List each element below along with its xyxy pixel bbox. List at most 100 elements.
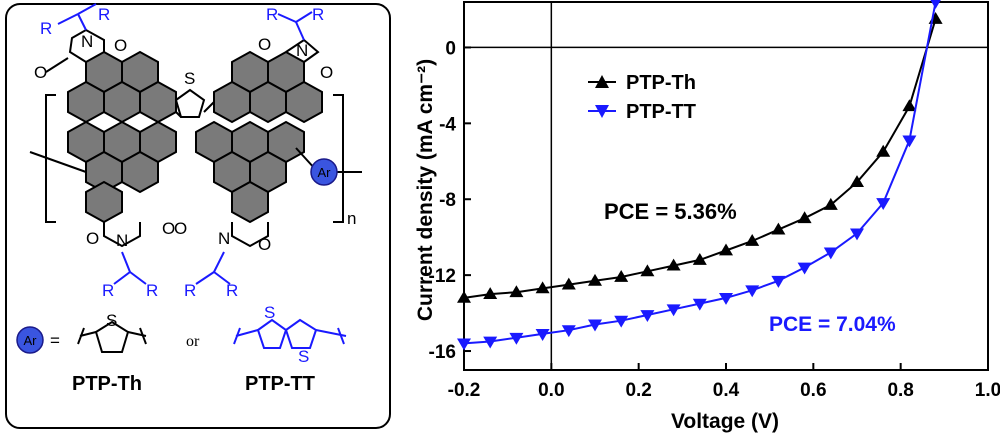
legend: PTP-Th PTP-TT xyxy=(588,72,696,123)
jv-chart: 0 -4 -8 -12 -16 -0.2 0.0 0.2 0.4 0.6 0.8 1.0 Curre… xyxy=(414,0,1000,433)
data-point-ptp-th xyxy=(745,233,760,246)
thienothiophene-unit xyxy=(233,318,347,349)
data-point-ptp-th xyxy=(850,175,864,188)
svg-text:R: R xyxy=(184,281,196,300)
svg-text:R: R xyxy=(102,281,114,300)
thiophene-unit xyxy=(77,320,147,353)
pce-annotation-ptp-tt: PCE = 7.04% xyxy=(769,313,896,336)
y-tick-label: 0 xyxy=(445,38,456,59)
y-tick-label: -12 xyxy=(429,266,456,287)
y-tick-label: -8 xyxy=(439,190,456,211)
imide-bottom-right: N O O R R xyxy=(174,219,271,300)
svg-text:R: R xyxy=(266,5,278,24)
data-point-ptp-tt xyxy=(457,338,471,351)
thiophene-sulfur: S xyxy=(184,69,195,88)
x-tick-label: 0.2 xyxy=(625,380,651,401)
central-thiophene: S xyxy=(174,69,215,118)
svg-text:O: O xyxy=(174,219,187,238)
data-point-ptp-th xyxy=(666,258,681,271)
x-tick-label: 0.4 xyxy=(713,380,740,401)
svg-text:O: O xyxy=(34,63,47,82)
data-point-ptp-th xyxy=(902,99,917,112)
data-point-ptp-th xyxy=(640,264,655,277)
data-point-ptp-th xyxy=(588,273,602,286)
name-ptp-tt: PTP-TT xyxy=(245,373,315,395)
data-point-ptp-th xyxy=(719,243,733,256)
left-aromatic-core xyxy=(67,50,177,224)
series-ptp-th xyxy=(457,11,943,303)
data-point-ptp-tt xyxy=(561,325,576,338)
data-point-ptp-tt xyxy=(666,304,681,317)
chemical-structure: n xyxy=(5,3,391,429)
svg-text:Ar: Ar xyxy=(318,165,332,180)
svg-text:N: N xyxy=(116,231,128,250)
legend-marker-ptp-tt xyxy=(595,105,609,118)
data-point-ptp-tt xyxy=(771,275,786,288)
data-point-ptp-tt xyxy=(640,310,655,322)
data-point-ptp-th xyxy=(797,211,812,224)
y-axis-label: Current density (mA cm⁻²) xyxy=(414,59,437,321)
tt-s-bottom: S xyxy=(298,347,309,366)
svg-text:N: N xyxy=(218,229,230,248)
x-tick-label: 0.0 xyxy=(538,380,564,401)
data-point-ptp-th xyxy=(535,281,550,294)
svg-text:O: O xyxy=(162,219,175,238)
y-tick-label: -4 xyxy=(439,114,456,135)
imide-top-right: N O O R R xyxy=(258,5,333,82)
svg-text:O: O xyxy=(320,63,333,82)
x-tick-label: -0.2 xyxy=(448,380,481,401)
data-point-ptp-tt xyxy=(850,228,864,241)
svg-text:O: O xyxy=(258,235,271,254)
svg-text:Ar: Ar xyxy=(24,333,38,348)
svg-text:O: O xyxy=(114,36,127,55)
svg-text:O: O xyxy=(258,35,271,54)
plot-axes xyxy=(463,1,989,371)
x-tick-label: 1.0 xyxy=(975,380,1000,401)
or-text: or xyxy=(186,333,200,350)
svg-text:N: N xyxy=(81,32,93,51)
data-point-ptp-tt xyxy=(745,285,760,298)
pce-annotation-ptp-th: PCE = 5.36% xyxy=(604,199,737,224)
y-tick-labels: 0 -4 -8 -12 -16 xyxy=(429,38,457,363)
imide-bottom-left: N O O R R xyxy=(86,219,175,300)
thiophene-s: S xyxy=(106,311,117,330)
plot-frame xyxy=(463,1,989,371)
tt-s-top: S xyxy=(264,303,275,322)
x-axis-label: Voltage (V) xyxy=(671,410,779,433)
data-point-ptp-tt xyxy=(823,247,838,260)
legend-label-ptp-tt: PTP-TT xyxy=(626,101,696,123)
series-ptp-tt xyxy=(457,0,941,351)
data-point-ptp-tt xyxy=(483,336,498,349)
repeat-subscript: n xyxy=(347,209,356,228)
data-point-ptp-tt xyxy=(719,292,733,305)
svg-text:R: R xyxy=(40,19,52,38)
data-point-ptp-th xyxy=(692,252,707,265)
legend-label-ptp-th: PTP-Th xyxy=(626,72,696,94)
svg-text:O: O xyxy=(86,229,99,248)
data-point-ptp-tt xyxy=(797,262,812,275)
x-tick-label: 0.8 xyxy=(887,380,913,401)
data-point-ptp-th xyxy=(614,270,629,282)
data-point-ptp-tt xyxy=(930,0,941,9)
data-point-ptp-tt xyxy=(692,298,707,311)
name-ptp-th: PTP-Th xyxy=(72,373,142,395)
data-point-ptp-th xyxy=(561,277,576,290)
data-point-ptp-th xyxy=(823,197,838,210)
legend-marker-ptp-th xyxy=(595,75,609,88)
data-point-ptp-th xyxy=(483,287,498,300)
data-point-ptp-th xyxy=(771,222,786,235)
data-point-ptp-tt xyxy=(876,198,891,211)
y-tick-label: -16 xyxy=(429,342,456,363)
svg-text:R: R xyxy=(226,281,238,300)
equals-sign: = xyxy=(50,331,60,350)
svg-text:R: R xyxy=(312,5,324,24)
data-point-ptp-tt xyxy=(588,319,602,332)
bracket-right xyxy=(333,94,344,223)
svg-text:N: N xyxy=(296,41,308,60)
imide-top-left: N O O R R xyxy=(34,3,127,82)
x-tick-label: 0.6 xyxy=(800,380,826,401)
ar-definition: Ar = S PTP-Th or S S xyxy=(16,303,347,395)
ar-ball-legend xyxy=(16,326,44,354)
data-point-ptp-th xyxy=(876,144,891,157)
data-point-ptp-tt xyxy=(902,135,917,148)
